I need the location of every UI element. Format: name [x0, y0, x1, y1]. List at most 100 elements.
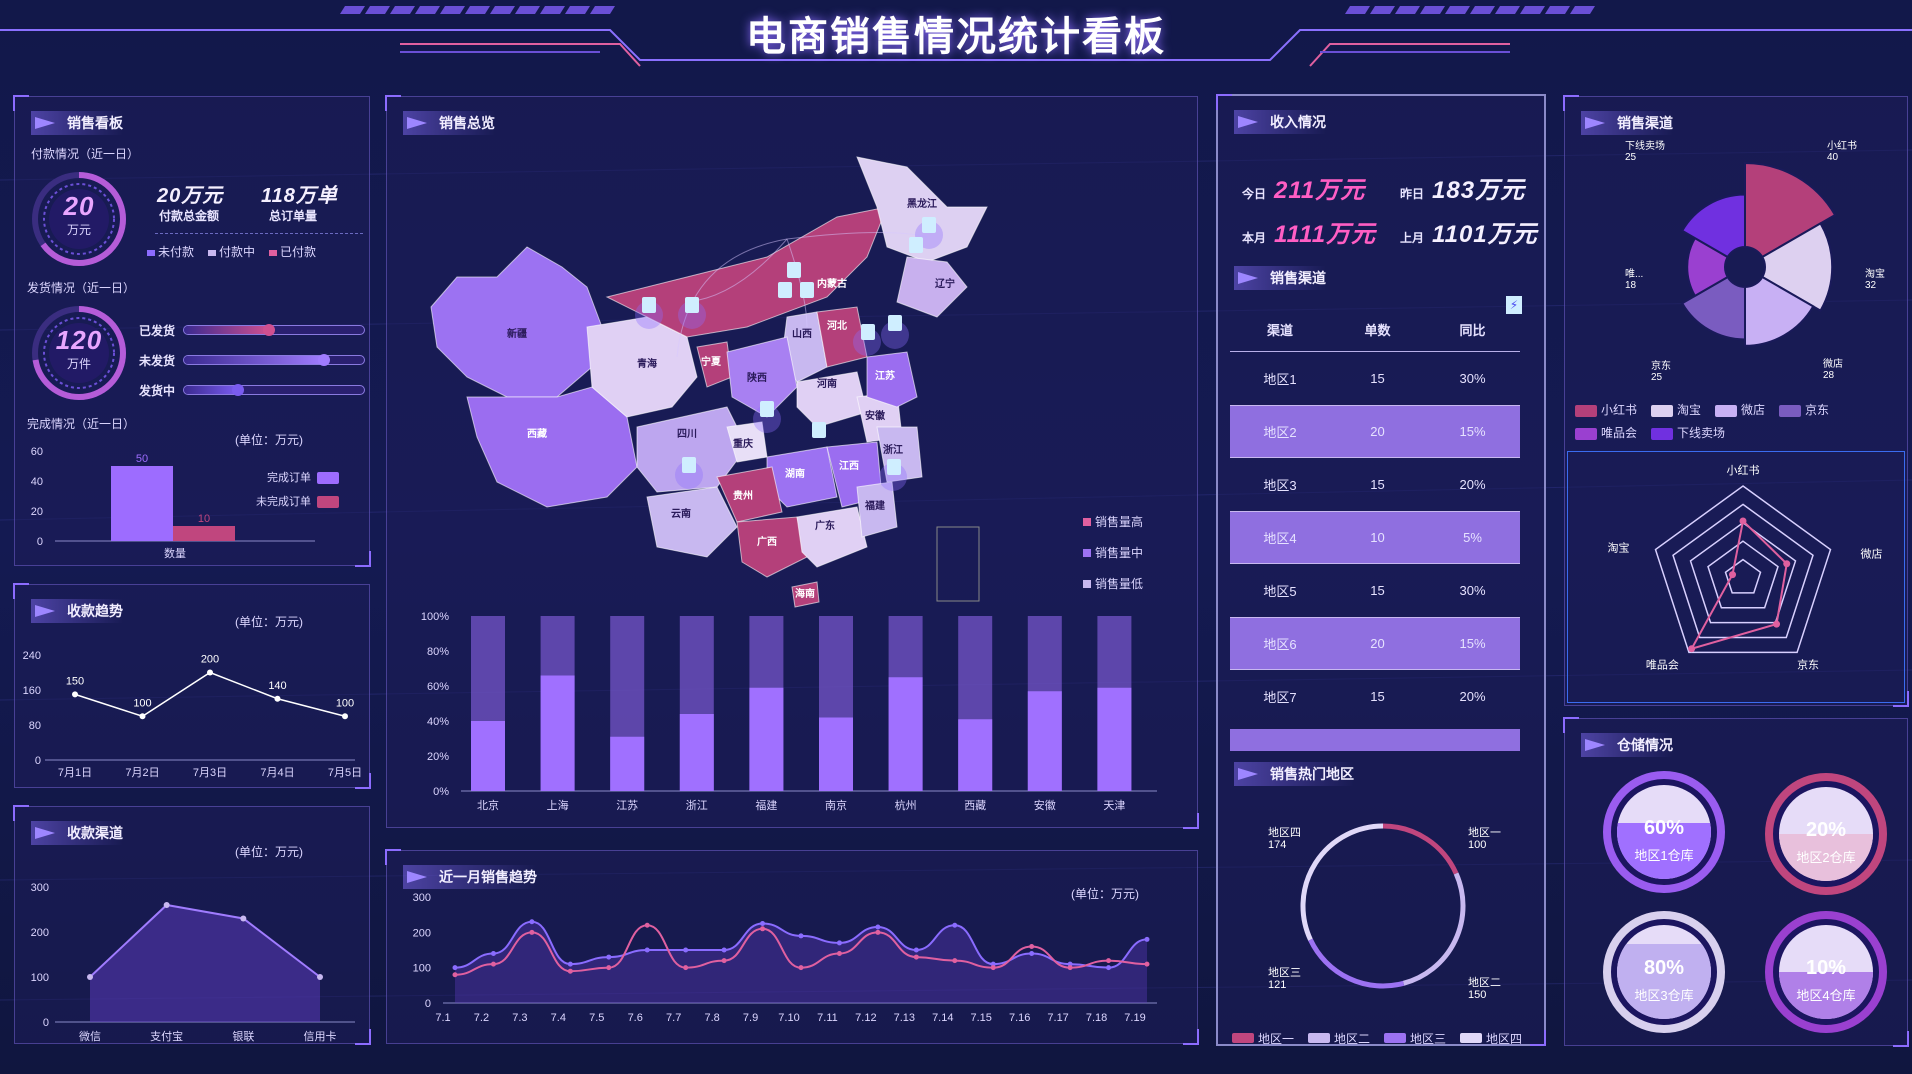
table-row[interactable]: 地区6 20 15%	[1230, 617, 1520, 670]
x-tick: 7月1日	[58, 767, 92, 779]
income-label: 昨日	[1400, 187, 1425, 201]
x-tick: 7.18	[1086, 1012, 1107, 1024]
data-point	[490, 961, 496, 967]
table-row[interactable]: 地区3 15 20%	[1230, 458, 1520, 511]
table-cell: 地区4	[1263, 531, 1297, 546]
data-point	[952, 922, 958, 928]
completion-unit: (单位：万元)	[235, 433, 303, 447]
rose-label: 唯...	[1625, 268, 1643, 280]
x-tick: 支付宝	[150, 1029, 183, 1042]
map-label: 新疆	[507, 327, 527, 340]
data-point	[683, 947, 689, 953]
legend-text: 下线卖场	[1677, 426, 1726, 440]
area-fill	[90, 905, 320, 1022]
x-tick: 7.15	[971, 1012, 992, 1024]
x-tick: 7月4日	[260, 767, 294, 779]
x-tick: 银联	[232, 1029, 254, 1042]
bar-江苏	[610, 736, 645, 791]
x-tick: 7.1	[435, 1012, 450, 1024]
income-value: 183万元	[1432, 177, 1526, 204]
map-label: 云南	[671, 507, 691, 520]
legend-text: 销售量低	[1095, 577, 1144, 591]
orders-value: 118万单	[261, 185, 338, 207]
bar-completed	[111, 466, 173, 541]
table-row[interactable]: 地区2 20 15%	[1230, 405, 1520, 458]
data-point	[1029, 951, 1035, 957]
legend-item: 地区一	[1232, 1030, 1294, 1047]
x-tick: 7.13	[894, 1012, 915, 1024]
data-point	[139, 713, 146, 720]
income-title: 收入情况	[1234, 110, 1326, 134]
radar-grid	[1689, 521, 1797, 624]
data-point	[567, 961, 573, 967]
ship-bar-fill	[184, 326, 269, 334]
map-label: 河南	[817, 377, 837, 390]
x-tick: 南京	[825, 798, 847, 812]
legend-swatch	[317, 472, 339, 484]
y-tick: 0	[43, 1017, 49, 1029]
x-tick: 7.17	[1047, 1012, 1068, 1024]
radar-point	[1783, 560, 1791, 568]
warehouse-gauge: 60% 地区1仓库	[1603, 771, 1725, 893]
legend-text: 地区二	[1334, 1032, 1371, 1046]
ship-bar-track	[183, 354, 365, 366]
data-point	[683, 965, 689, 971]
donut-arc-地区一	[1382, 823, 1459, 875]
data-point	[952, 958, 958, 964]
province-guangxi	[736, 516, 808, 578]
data-label: 100	[133, 697, 151, 709]
y-tick: 0	[37, 536, 43, 548]
data-label: 140	[268, 680, 286, 692]
radar-point	[1729, 571, 1737, 579]
lightning-icon[interactable]: ⚡	[1506, 296, 1522, 314]
arrow-icon	[35, 117, 55, 129]
channel-table-title: 销售渠道	[1234, 266, 1326, 290]
bar-西藏	[958, 719, 993, 791]
table-row[interactable]: 地区7 15 20%	[1230, 670, 1520, 723]
legend-text: 未完成订单	[256, 494, 311, 508]
table-cell: 30%	[1459, 583, 1486, 598]
data-point	[317, 974, 323, 980]
x-tick: 7月5日	[328, 767, 362, 779]
sales-channel-legend: 小红书 淘宝 微店 京东 唯品会 下线卖场	[1575, 401, 1905, 441]
ring2-value: 120	[55, 325, 103, 355]
map-label: 西藏	[527, 427, 547, 440]
warehouse-panel: 仓储情况 60% 地区1仓库 20% 地区2仓库 80% 地区3仓库 10% 地区4仓库	[1563, 717, 1909, 1047]
collection-channel-unit: (单位：万元)	[235, 845, 303, 859]
province-fujian	[856, 481, 898, 538]
amount-label: 付款总金额	[159, 209, 220, 223]
data-point	[1029, 943, 1035, 949]
warehouse-title: 仓储情况	[1581, 733, 1673, 757]
data-point	[72, 691, 78, 698]
legend-swatch	[317, 496, 339, 508]
gauge-inner: 20% 地区2仓库	[1779, 787, 1873, 881]
area-line	[89, 903, 321, 978]
rose-value: 18	[1625, 280, 1637, 291]
x-tick: 微信	[79, 1029, 101, 1042]
panel-title-text: 收款趋势	[67, 603, 123, 619]
y-tick: 40%	[427, 716, 449, 728]
table-cell: 5%	[1463, 530, 1482, 545]
map-label: 广东	[815, 519, 835, 532]
panel-title-text: 销售热门地区	[1270, 766, 1354, 782]
map-label: 河北	[827, 319, 847, 332]
data-point	[760, 921, 766, 926]
x-tick: 7.19	[1124, 1012, 1145, 1024]
rose-value: 25	[1651, 372, 1663, 383]
bar-天津	[1097, 687, 1132, 791]
income-label: 上月	[1400, 231, 1425, 245]
legend-mid: 销售量中	[1083, 538, 1143, 569]
sales-channel-title: 销售渠道	[1581, 111, 1673, 135]
y-tick: 160	[23, 685, 41, 697]
table-row[interactable]: 地区5 15 30%	[1230, 564, 1520, 617]
collection-trend-unit: (单位：万元)	[235, 615, 303, 629]
income-value: 1101万元	[1432, 221, 1538, 248]
table-row[interactable]: 地区4 10 5%	[1230, 511, 1520, 564]
y-tick: 60%	[427, 681, 449, 693]
warehouse-gauge: 10% 地区4仓库	[1765, 911, 1887, 1033]
y-tick: 0%	[433, 786, 449, 798]
data-point	[342, 713, 348, 720]
table-row[interactable]: 地区1 15 30%	[1230, 352, 1520, 405]
data-point	[1144, 936, 1150, 942]
